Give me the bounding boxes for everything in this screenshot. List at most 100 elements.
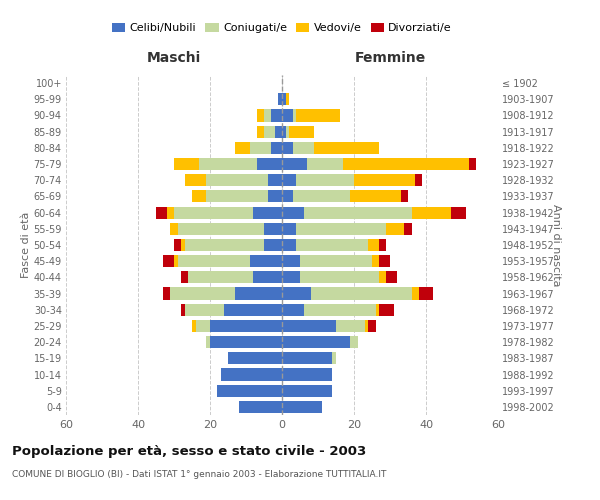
Bar (304, 304, 376, 316)
Bar (451, 206, 466, 218)
Bar (419, 288, 433, 300)
Bar (282, 206, 304, 218)
Bar (469, 158, 476, 170)
Bar (192, 320, 196, 332)
Bar (264, 222, 282, 235)
Bar (268, 174, 282, 186)
Bar (257, 158, 282, 170)
Bar (268, 190, 282, 202)
Bar (282, 288, 311, 300)
Bar (314, 142, 379, 154)
Bar (217, 384, 282, 397)
Bar (332, 352, 336, 364)
Bar (343, 158, 469, 170)
Bar (264, 110, 271, 122)
Bar (368, 239, 379, 251)
Bar (282, 368, 332, 380)
Bar (210, 336, 282, 348)
Bar (282, 126, 286, 138)
Bar (307, 158, 343, 170)
Bar (199, 158, 257, 170)
Bar (379, 272, 386, 283)
Bar (264, 126, 275, 138)
Bar (206, 174, 268, 186)
Bar (286, 126, 289, 138)
Bar (296, 110, 340, 122)
Bar (250, 255, 282, 268)
Bar (239, 401, 282, 413)
Bar (282, 320, 336, 332)
Text: Popolazione per età, sesso e stato civile - 2003: Popolazione per età, sesso e stato civil… (12, 445, 366, 458)
Bar (210, 320, 282, 332)
Bar (379, 304, 394, 316)
Bar (206, 336, 210, 348)
Bar (192, 190, 206, 202)
Y-axis label: Anni di nascita: Anni di nascita (551, 204, 560, 286)
Bar (228, 352, 282, 364)
Bar (174, 239, 181, 251)
Bar (174, 158, 199, 170)
Bar (386, 222, 404, 235)
Bar (185, 239, 264, 251)
Bar (293, 110, 296, 122)
Bar (282, 401, 322, 413)
Bar (257, 126, 264, 138)
Bar (282, 336, 350, 348)
Bar (178, 255, 250, 268)
Bar (170, 288, 235, 300)
Y-axis label: Fasce di età: Fasce di età (20, 212, 31, 278)
Bar (282, 190, 293, 202)
Bar (181, 272, 188, 283)
Bar (286, 93, 289, 106)
Bar (282, 158, 307, 170)
Bar (282, 110, 293, 122)
Bar (293, 190, 350, 202)
Bar (415, 174, 422, 186)
Bar (300, 272, 379, 283)
Bar (174, 255, 178, 268)
Bar (304, 206, 412, 218)
Bar (336, 320, 365, 332)
Bar (170, 222, 178, 235)
Bar (271, 142, 282, 154)
Bar (289, 126, 314, 138)
Bar (178, 222, 264, 235)
Bar (253, 206, 282, 218)
Text: COMUNE DI BIOGLIO (BI) - Dati ISTAT 1° gennaio 2003 - Elaborazione TUTTITALIA.IT: COMUNE DI BIOGLIO (BI) - Dati ISTAT 1° g… (12, 470, 386, 479)
Bar (181, 304, 185, 316)
Bar (372, 255, 379, 268)
Bar (282, 142, 293, 154)
Bar (282, 272, 300, 283)
Bar (282, 255, 300, 268)
Text: Maschi: Maschi (147, 51, 201, 65)
Bar (185, 174, 206, 186)
Bar (354, 174, 415, 186)
Bar (412, 288, 419, 300)
Bar (404, 222, 412, 235)
Bar (188, 272, 253, 283)
Bar (235, 142, 250, 154)
Bar (379, 239, 386, 251)
Bar (275, 126, 282, 138)
Bar (156, 206, 167, 218)
Bar (296, 174, 354, 186)
Bar (278, 93, 282, 106)
Bar (401, 190, 408, 202)
Bar (412, 206, 451, 218)
Bar (379, 255, 390, 268)
Bar (282, 352, 332, 364)
Bar (282, 304, 304, 316)
Bar (282, 174, 296, 186)
Bar (282, 93, 286, 106)
Bar (350, 190, 401, 202)
Bar (221, 368, 282, 380)
Bar (282, 239, 296, 251)
Bar (181, 239, 185, 251)
Legend: Celibi/Nubili, Coniugati/e, Vedovi/e, Divorziati/e: Celibi/Nubili, Coniugati/e, Vedovi/e, Di… (109, 20, 455, 36)
Bar (163, 288, 170, 300)
Bar (296, 222, 386, 235)
Bar (293, 142, 314, 154)
Bar (296, 239, 368, 251)
Bar (311, 288, 412, 300)
Bar (300, 255, 372, 268)
